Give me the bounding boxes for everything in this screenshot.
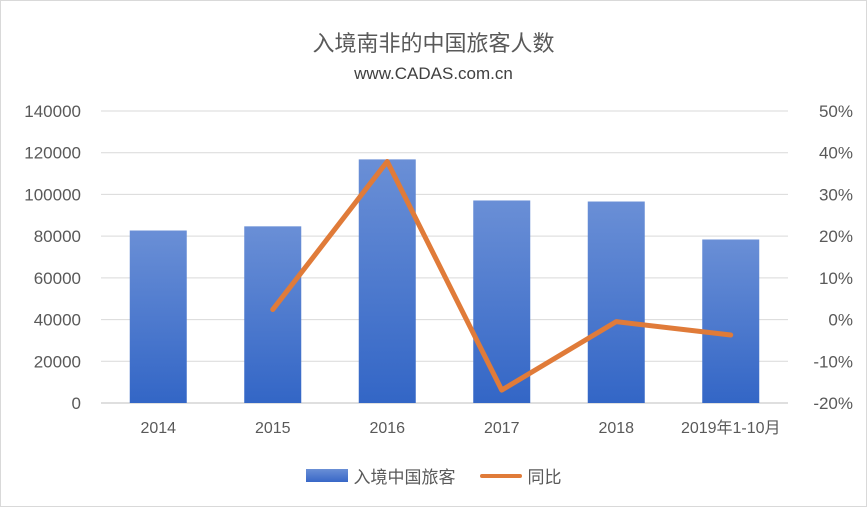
bar: [244, 226, 302, 403]
gridlines: [101, 110, 788, 404]
x-tick-label: 2016: [369, 420, 405, 437]
y-left-tick-label: 80000: [34, 227, 81, 246]
y-right-tick-label: 20%: [819, 227, 853, 246]
y-right-tick-label: 0%: [828, 311, 853, 330]
x-tick-label: 2015: [255, 420, 291, 437]
y-left-tick-label: 140000: [24, 102, 81, 121]
y-right-tick-label: 40%: [819, 144, 853, 163]
legend-swatch-bar: [305, 469, 348, 482]
bar: [587, 201, 645, 403]
chart-subtitle: www.CADAS.com.cn: [354, 64, 513, 83]
y-left-tick-label: 100000: [24, 185, 81, 204]
y-right-tick-label: 10%: [819, 269, 853, 288]
x-axis: 2014 2015 2016 2017 2018 2019年1-10月: [140, 419, 780, 437]
chart-title: 入境南非的中国旅客人数: [312, 32, 555, 57]
y-left-tick-label: 40000: [34, 311, 81, 330]
legend: 入境中国旅客 同比: [1, 463, 866, 488]
x-tick-label: 2019年1-10月: [681, 419, 781, 437]
y-axis-left: 0 20000 40000 60000 80000 100000 120000 140000: [24, 102, 81, 413]
y-left-tick-label: 120000: [24, 144, 81, 163]
x-tick-label: 2017: [484, 420, 520, 437]
y-right-tick-label: 50%: [819, 102, 853, 121]
y-right-tick-label: -20%: [813, 394, 853, 413]
legend-swatch-line: [479, 473, 522, 478]
bar: [702, 239, 760, 403]
y-left-tick-label: 60000: [34, 269, 81, 288]
x-tick-label: 2018: [598, 420, 634, 437]
bar-series: [129, 159, 760, 403]
bar: [473, 200, 531, 403]
x-tick-label: 2014: [140, 420, 176, 437]
legend-label-bar: 入境中国旅客: [353, 468, 456, 488]
legend-item-bar: 入境中国旅客: [305, 463, 456, 488]
bar: [129, 230, 187, 403]
y-right-tick-label: 30%: [819, 185, 853, 204]
legend-item-line: 同比: [479, 463, 562, 488]
y-left-tick-label: 20000: [34, 352, 81, 371]
legend-label-line: 同比: [527, 468, 562, 488]
y-left-tick-label: 0: [72, 394, 81, 413]
line-series: [270, 158, 734, 393]
y-axis-right: -20% -10% 0% 10% 20% 30% 40% 50%: [813, 102, 853, 413]
y-right-tick-label: -10%: [813, 352, 853, 371]
